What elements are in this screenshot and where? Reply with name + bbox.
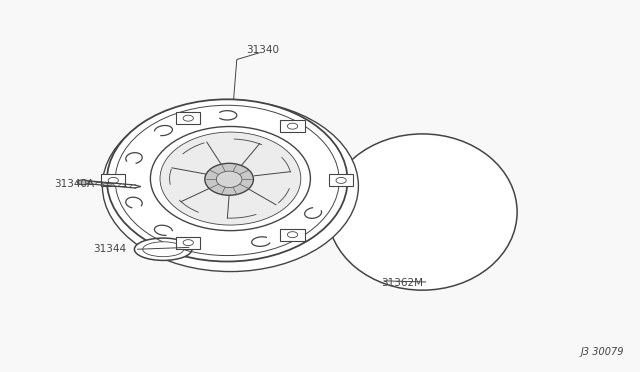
Ellipse shape: [160, 132, 301, 225]
FancyBboxPatch shape: [176, 237, 200, 248]
Ellipse shape: [143, 242, 184, 257]
Ellipse shape: [134, 238, 192, 260]
Text: 31340: 31340: [246, 45, 280, 55]
Ellipse shape: [77, 180, 89, 185]
FancyBboxPatch shape: [280, 229, 305, 241]
Text: 31340A: 31340A: [54, 179, 95, 189]
FancyBboxPatch shape: [280, 120, 305, 132]
Ellipse shape: [107, 99, 348, 262]
Ellipse shape: [216, 171, 242, 187]
Ellipse shape: [328, 134, 517, 290]
Text: 31362M: 31362M: [381, 278, 423, 288]
FancyBboxPatch shape: [176, 112, 200, 124]
Text: 31344: 31344: [93, 244, 126, 254]
Ellipse shape: [205, 163, 253, 195]
FancyBboxPatch shape: [101, 174, 125, 186]
Ellipse shape: [102, 100, 358, 272]
FancyBboxPatch shape: [329, 174, 353, 186]
Ellipse shape: [150, 126, 310, 231]
Text: J3 30079: J3 30079: [580, 347, 624, 357]
